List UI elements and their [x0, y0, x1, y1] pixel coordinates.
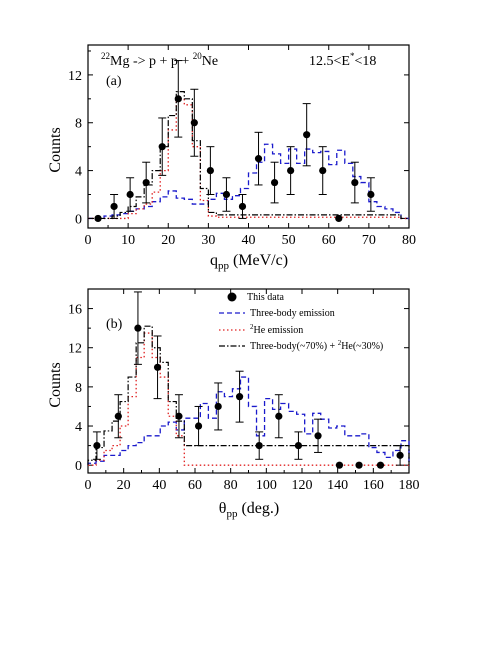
- panel-a-label: (a): [106, 74, 122, 89]
- panel-b-series-red-dot: [88, 332, 409, 466]
- legend-marker-data: [227, 292, 237, 302]
- panel-a-data-point: [110, 202, 118, 211]
- panel-b-data-point: [355, 461, 363, 469]
- legend-label-three-body: Three-body emission: [250, 308, 335, 319]
- panel-a-y-tick-label: 8: [75, 117, 82, 132]
- reaction-mass-2: 20: [193, 51, 203, 61]
- panel-a-data-point: [94, 214, 102, 223]
- panel-a-data-point: [174, 95, 182, 103]
- panel-b: (b) θpp (deg.) Counts This data Three-bo…: [47, 288, 420, 520]
- reaction-annotation: 22Mg -> p + p + 20Ne: [101, 51, 218, 69]
- panel-a-data-point: [303, 131, 311, 139]
- panel-b-data-point: [153, 363, 162, 371]
- panel-a-data-point: [335, 214, 343, 223]
- legend: This data Three-body emission 2He emissi…: [219, 292, 383, 352]
- panel-a-x-tick-label: 50: [282, 233, 296, 248]
- panel-b-data-point: [294, 441, 303, 450]
- panel-b-x-tick-label: 80: [224, 478, 238, 493]
- panel-a-data-point: [254, 155, 263, 163]
- panel-a-data-point: [270, 178, 279, 187]
- panel-b-data-point: [175, 412, 183, 420]
- panel-a-x-tick-label: 10: [121, 233, 135, 248]
- panel-b-data-point: [314, 432, 322, 440]
- panel-a-data-point: [287, 166, 295, 175]
- panel-a-data-point: [367, 190, 375, 199]
- y-axis-label-a: Counts: [47, 127, 64, 172]
- panel-b-x-tick-label: 0: [85, 478, 92, 493]
- panel-b-y-tick-label: 8: [75, 381, 82, 396]
- panel-a-y-tick-label: 4: [75, 165, 82, 180]
- panel-a-data-point: [351, 178, 359, 187]
- panel-b-data-point: [335, 461, 344, 469]
- panel-b-data-point: [134, 324, 142, 332]
- x-axis-label-a: qpp (MeV/c): [210, 252, 288, 272]
- panel-b-x-tick-label: 40: [152, 478, 166, 493]
- energy-range-annotation: 12.5<E*<18: [309, 51, 376, 69]
- legend-label-mixture: Three-body(~70%) + 2He(~30%): [250, 339, 383, 352]
- panel-a-data-point: [206, 166, 214, 175]
- panel-a-series-blue-dash: [88, 143, 409, 220]
- reaction-mass-1: 22: [101, 51, 110, 61]
- panel-a-data-point: [319, 166, 327, 175]
- panel-b-x-tick-label: 60: [188, 478, 202, 493]
- panel-b-data-point: [214, 402, 222, 411]
- panel-b-data-point: [194, 422, 203, 430]
- panel-b-y-tick-label: 0: [75, 459, 82, 474]
- panel-a-x-tick-label: 30: [201, 233, 215, 248]
- panel-a-x-tick-label: 70: [362, 233, 376, 248]
- panel-a-data-point: [158, 143, 166, 151]
- panel-b-data-point: [255, 441, 263, 450]
- panel-b-data-point: [376, 461, 385, 469]
- panel-b-data-point: [275, 412, 283, 420]
- panel-a: (a) 22Mg -> p + p + 20Ne 12.5<E*<18 qpp …: [47, 44, 416, 272]
- panel-a-x-tick-label: 40: [242, 233, 256, 248]
- panel-a-series-black-dashdot: [88, 91, 409, 220]
- panel-b-data-point: [396, 451, 404, 459]
- panel-b-label: (b): [106, 317, 123, 332]
- panel-b-series-blue-dash: [87, 376, 410, 466]
- panel-a-data-point: [238, 202, 247, 211]
- panel-b-data-point: [235, 393, 244, 401]
- legend-label-2he: 2He emission: [250, 323, 303, 336]
- panel-b-y-tick-label: 16: [68, 303, 82, 318]
- panel-a-y-tick-label: 12: [68, 69, 82, 84]
- panel-a-x-tick-label: 80: [402, 233, 416, 248]
- panel-b-y-tick-label: 4: [75, 420, 82, 435]
- panel-a-x-tick-label: 60: [322, 233, 336, 248]
- panel-b-x-tick-label: 20: [117, 478, 131, 493]
- panel-b-x-tick-label: 120: [292, 478, 313, 493]
- panel-b-x-tick-label: 180: [399, 478, 420, 493]
- panel-b-y-tick-label: 12: [68, 342, 82, 357]
- x-axis-label-b: θpp (deg.): [219, 500, 279, 520]
- panel-a-y-tick-label: 0: [75, 212, 82, 227]
- panel-a-data-point: [190, 119, 198, 127]
- panel-b-x-tick-label: 100: [256, 478, 277, 493]
- panel-b-data-point: [114, 412, 122, 420]
- panel-b-x-tick-label: 160: [363, 478, 384, 493]
- panel-b-x-tick-label: 140: [327, 478, 348, 493]
- legend-label-data: This data: [247, 292, 284, 303]
- panel-a-data-point: [222, 190, 231, 199]
- panel-a-data-point: [142, 178, 150, 187]
- panel-b-data-point: [93, 441, 101, 450]
- panel-a-data-point: [126, 190, 134, 199]
- panel-a-series-red-dot: [88, 98, 409, 220]
- panel-a-x-tick-label: 0: [85, 233, 92, 248]
- panel-a-x-tick-label: 20: [161, 233, 175, 248]
- y-axis-label-b: Counts: [47, 362, 64, 407]
